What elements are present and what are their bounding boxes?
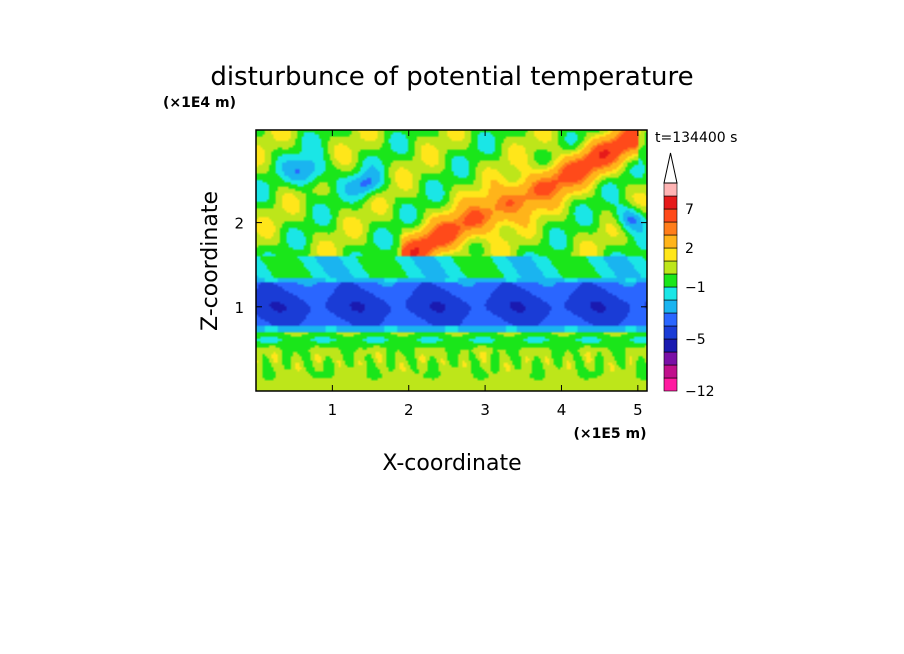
colorbar-tick-label: 7 [685,202,694,218]
plot-frame [255,129,648,392]
colorbar-segment [663,208,678,223]
colorbar-segment [663,299,678,314]
x-axis-label: X-coordinate [382,451,521,476]
colorbar-segment [663,325,678,340]
colorbar-segment [663,312,678,327]
colorbar-tick-label: −12 [685,384,715,400]
y-axis: 12 [234,215,647,317]
y-unit-label: (×1E4 m) [163,95,236,111]
colorbar-segment [663,351,678,366]
colorbar-segment [663,247,678,262]
colorbar-tick-label: 2 [685,241,694,257]
x-tick-label: 2 [404,401,414,419]
x-tick-label: 4 [557,401,567,419]
y-tick-label: 1 [234,299,244,317]
y-tick-label: 2 [234,215,244,233]
colorbar-segment [663,377,678,392]
colorbar-segment [663,273,678,288]
colorbar-segment [663,234,678,249]
time-label: t=134400 s [655,130,737,146]
heatmap-field [256,130,647,391]
y-axis-label: Z-coordinate [198,191,223,331]
heatmap-image [256,130,647,391]
x-tick-label: 1 [328,401,338,419]
colorbar-segment [663,221,678,236]
colorbar-extend-arrow [663,152,678,184]
x-axis: 1 2 3 4 5 [328,130,643,419]
colorbar-segment [663,364,678,379]
colorbar: −12−5−127 [663,152,715,400]
colorbar-segment [663,260,678,275]
x-tick-label: 5 [633,401,643,419]
chart-title: disturbunce of potential temperature [210,62,693,92]
colorbar-segment [663,338,678,353]
colorbar-segment [663,182,678,197]
colorbar-segment [663,195,678,210]
colorbar-segment [663,286,678,301]
colorbar-tick-label: −1 [685,280,706,296]
x-unit-label: (×1E5 m) [573,426,646,442]
x-tick-label: 3 [480,401,490,419]
colorbar-tick-label: −5 [685,332,706,348]
